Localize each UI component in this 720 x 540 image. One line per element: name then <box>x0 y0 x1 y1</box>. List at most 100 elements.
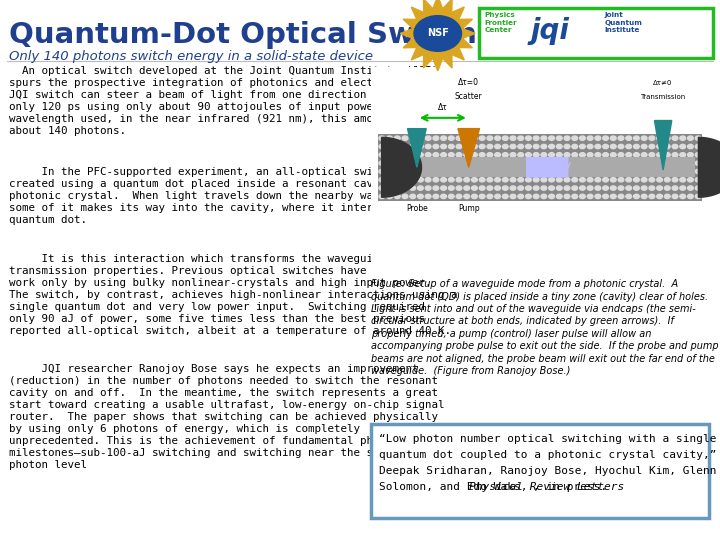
Circle shape <box>572 144 577 148</box>
Circle shape <box>495 194 500 199</box>
Circle shape <box>441 144 446 148</box>
Circle shape <box>534 194 539 199</box>
Circle shape <box>480 153 485 157</box>
Circle shape <box>595 161 600 165</box>
Circle shape <box>534 178 539 182</box>
Circle shape <box>649 169 654 173</box>
Circle shape <box>449 144 454 148</box>
Circle shape <box>464 144 469 148</box>
Circle shape <box>487 186 492 190</box>
Circle shape <box>503 178 508 182</box>
Circle shape <box>549 194 554 199</box>
Circle shape <box>649 194 654 199</box>
Circle shape <box>518 178 523 182</box>
Circle shape <box>418 194 423 199</box>
Circle shape <box>449 194 454 199</box>
Circle shape <box>665 194 670 199</box>
Circle shape <box>495 178 500 182</box>
Circle shape <box>595 186 600 190</box>
Circle shape <box>495 136 500 140</box>
Circle shape <box>665 161 670 165</box>
Circle shape <box>526 136 531 140</box>
Circle shape <box>426 178 431 182</box>
Circle shape <box>665 136 670 140</box>
Circle shape <box>557 194 562 199</box>
Circle shape <box>402 153 408 157</box>
Circle shape <box>572 153 577 157</box>
Circle shape <box>696 169 701 173</box>
Circle shape <box>541 186 546 190</box>
Circle shape <box>418 186 423 190</box>
Circle shape <box>618 136 624 140</box>
Circle shape <box>518 153 523 157</box>
Circle shape <box>472 169 477 173</box>
Circle shape <box>649 178 654 182</box>
Circle shape <box>696 136 701 140</box>
Circle shape <box>534 153 539 157</box>
Circle shape <box>688 144 693 148</box>
FancyBboxPatch shape <box>371 424 709 518</box>
Circle shape <box>572 194 577 199</box>
Circle shape <box>564 153 570 157</box>
Circle shape <box>402 136 408 140</box>
Circle shape <box>688 178 693 182</box>
Circle shape <box>495 161 500 165</box>
Circle shape <box>549 186 554 190</box>
Text: Deepak Sridharan, Ranojoy Bose, Hyochul Kim, Glenn S.: Deepak Sridharan, Ranojoy Bose, Hyochul … <box>379 466 720 476</box>
Circle shape <box>642 194 647 199</box>
Circle shape <box>680 136 685 140</box>
Circle shape <box>433 194 438 199</box>
Circle shape <box>464 153 469 157</box>
Circle shape <box>603 136 608 140</box>
Circle shape <box>472 144 477 148</box>
Circle shape <box>688 153 693 157</box>
Circle shape <box>549 136 554 140</box>
Circle shape <box>441 178 446 182</box>
Circle shape <box>526 178 531 182</box>
Circle shape <box>541 153 546 157</box>
Circle shape <box>611 169 616 173</box>
Circle shape <box>580 178 585 182</box>
Circle shape <box>534 186 539 190</box>
Text: JQI researcher Ranojoy Bose says he expects an improvement
(reduction) in the nu: JQI researcher Ranojoy Bose says he expe… <box>9 364 444 470</box>
Text: , in press.: , in press. <box>533 482 607 492</box>
Circle shape <box>618 161 624 165</box>
Circle shape <box>487 136 492 140</box>
Circle shape <box>657 194 662 199</box>
Bar <box>371 68 709 275</box>
Circle shape <box>657 136 662 140</box>
Circle shape <box>672 153 678 157</box>
Circle shape <box>649 186 654 190</box>
Circle shape <box>510 161 516 165</box>
Circle shape <box>618 153 624 157</box>
Circle shape <box>414 16 462 51</box>
Polygon shape <box>408 129 426 167</box>
Circle shape <box>426 161 431 165</box>
Circle shape <box>402 144 408 148</box>
Circle shape <box>534 136 539 140</box>
Circle shape <box>426 153 431 157</box>
Circle shape <box>688 194 693 199</box>
Circle shape <box>395 178 400 182</box>
Circle shape <box>564 194 570 199</box>
Circle shape <box>580 136 585 140</box>
Circle shape <box>426 194 431 199</box>
Text: Probe: Probe <box>406 204 428 213</box>
Circle shape <box>510 136 516 140</box>
Text: An optical switch developed at the Joint Quantum Institute (JQI)
spurs the prosp: An optical switch developed at the Joint… <box>9 66 457 136</box>
Circle shape <box>541 178 546 182</box>
Circle shape <box>379 194 384 199</box>
Circle shape <box>379 153 384 157</box>
Circle shape <box>580 153 585 157</box>
Circle shape <box>456 153 462 157</box>
Circle shape <box>557 153 562 157</box>
Circle shape <box>564 178 570 182</box>
Circle shape <box>426 144 431 148</box>
Circle shape <box>696 178 701 182</box>
Circle shape <box>402 178 408 182</box>
Circle shape <box>634 161 639 165</box>
Circle shape <box>395 194 400 199</box>
Circle shape <box>472 136 477 140</box>
Circle shape <box>433 178 438 182</box>
Circle shape <box>534 144 539 148</box>
